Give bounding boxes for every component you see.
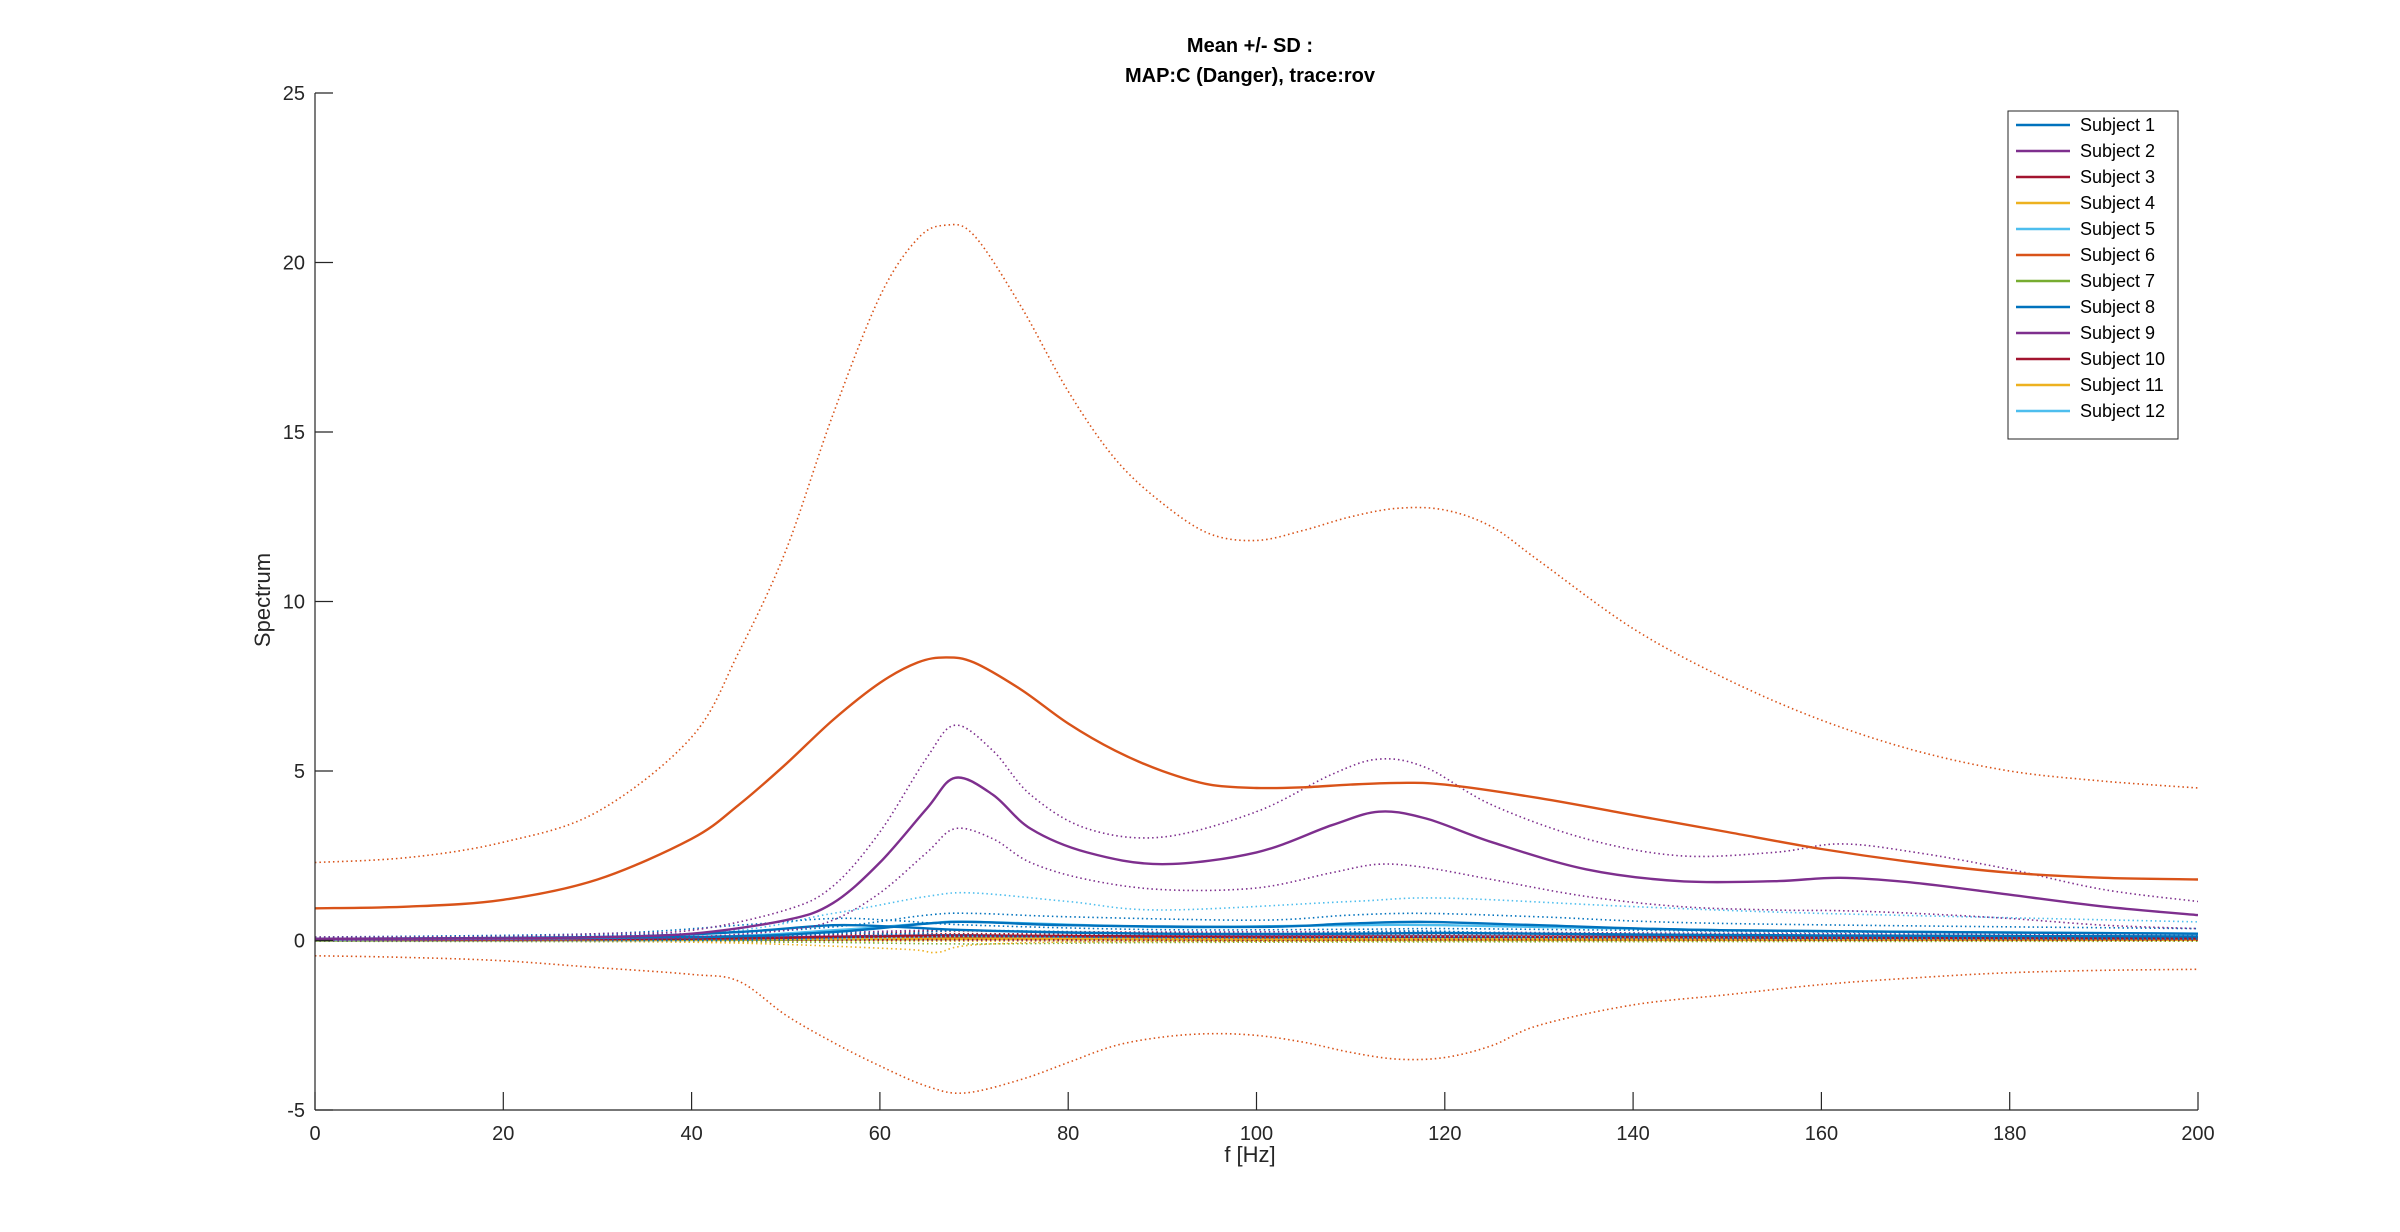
y-tick-label: 0 — [294, 931, 305, 953]
legend-label-subject-8: Subject 8 — [2080, 297, 2155, 317]
x-tick-label: 120 — [1428, 1123, 1461, 1145]
y-axis-label: Spectrum — [250, 553, 275, 647]
x-tick-label: 40 — [680, 1123, 702, 1145]
legend-label-subject-11: Subject 11 — [2080, 375, 2164, 395]
legend-label-subject-7: Subject 7 — [2080, 271, 2155, 291]
x-tick-label: 160 — [1805, 1123, 1838, 1145]
subject-8-lower-sd-line — [315, 929, 2198, 942]
legend-label-subject-10: Subject 10 — [2080, 349, 2165, 369]
x-tick-label: 100 — [1240, 1123, 1273, 1145]
y-tick-label: 20 — [283, 253, 305, 275]
legend-label-subject-3: Subject 3 — [2080, 167, 2155, 187]
legend: Subject 1 Subject 2 Subject 3 Subject 4 Subj… — [2007, 110, 2179, 440]
y-tick-label: 25 — [283, 83, 305, 105]
subject-5-upper-sd-line — [315, 891, 2198, 940]
subject-6-mean-line — [315, 656, 2198, 910]
subject-1-lower-sd-line — [315, 932, 2198, 942]
plot-area — [315, 223, 2198, 1095]
x-tick-label: 180 — [1993, 1123, 2026, 1145]
subject-3-mean-line — [315, 934, 2198, 941]
x-tick-label: 200 — [2181, 1123, 2214, 1145]
legend-label-subject-1: Subject 1 — [2080, 115, 2155, 135]
subject-7-lower-sd-line — [315, 940, 2198, 945]
x-axis-label: f [Hz] — [1224, 1142, 1275, 1167]
x-tick-label: 80 — [1057, 1123, 1079, 1145]
subject-8-mean-line — [315, 920, 2198, 940]
chart-title-line-1: Mean +/- SD : — [1187, 35, 1313, 57]
legend-label-subject-9: Subject 9 — [2080, 323, 2155, 343]
legend-label-subject-2: Subject 2 — [2080, 141, 2155, 161]
legend-label-subject-12: Subject 12 — [2080, 401, 2165, 421]
subject-2-upper-sd-line — [315, 724, 2198, 938]
legend-label-subject-4: Subject 4 — [2080, 193, 2155, 213]
y-tick-label: 10 — [283, 592, 305, 614]
y-tick-label: 15 — [283, 422, 305, 444]
subject-2-mean-line — [315, 776, 2198, 940]
subject-6-lower-sd-line — [315, 955, 2198, 1095]
x-tick-label: 140 — [1616, 1123, 1649, 1145]
x-tick-label: 60 — [869, 1123, 891, 1145]
y-tick-label: 5 — [294, 761, 305, 783]
subject-9-upper-sd-line — [315, 929, 2198, 940]
subject-6-upper-sd-line — [315, 223, 2198, 864]
y-tick-label: -5 — [287, 1100, 305, 1122]
x-tick-label: 20 — [492, 1123, 514, 1145]
chart-title-line-2: MAP:C (Danger), trace:rov — [1125, 65, 1376, 87]
legend-label-subject-5: Subject 5 — [2080, 219, 2155, 239]
legend-label-subject-6: Subject 6 — [2080, 245, 2155, 265]
subject-2-lower-sd-line — [315, 827, 2198, 942]
x-tick-label: 0 — [309, 1123, 320, 1145]
